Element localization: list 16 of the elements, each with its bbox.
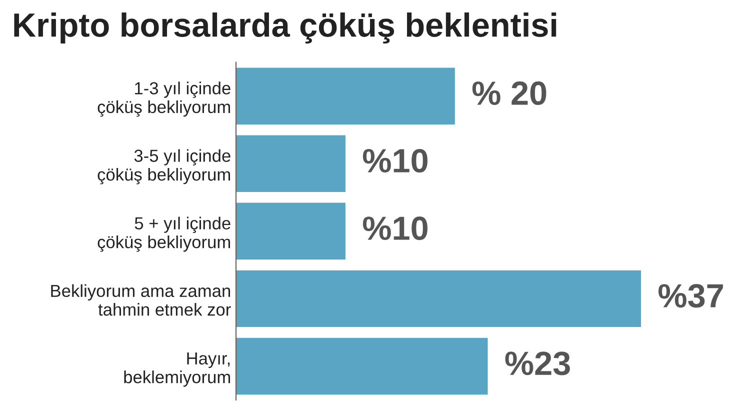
- data-label: %10: [362, 148, 428, 173]
- data-label: %37: [658, 284, 723, 308]
- bar: [236, 202, 346, 260]
- data-label: %10: [362, 216, 428, 240]
- data-label: %23: [505, 352, 570, 376]
- bar: [236, 338, 488, 395]
- data-label: % 20: [472, 81, 546, 106]
- y-tick-label: Bekliyorum ama zaman tahmin etmek zor: [51, 284, 231, 316]
- chart-title: Kripto borsalarda çöküş beklentisi: [14, 12, 556, 44]
- y-tick-label: Hayır, beklemiyorum: [124, 352, 230, 387]
- y-tick-label: 3-5 yıl içinde çöküş bekliyorum: [98, 149, 230, 184]
- bar: [236, 270, 641, 328]
- bar: [236, 68, 455, 124]
- y-tick-label: 1-3 yıl içinde çöküş bekliyorum: [98, 82, 230, 117]
- bar: [236, 135, 346, 192]
- y-tick-label: 5 + yıl içinde çöküş bekliyorum: [98, 216, 230, 252]
